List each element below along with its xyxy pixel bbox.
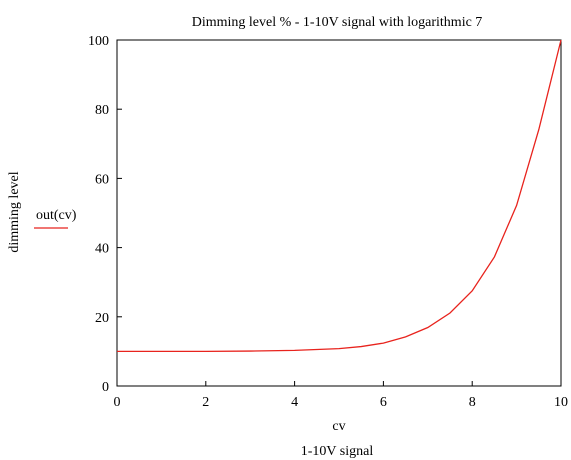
x-tick-label: 6 (380, 395, 387, 410)
y-tick-label: 100 (88, 34, 109, 49)
y-tick-label: 20 (95, 311, 109, 326)
y-tick-label: 80 (95, 103, 109, 118)
y-tick-label: 0 (102, 380, 109, 395)
x-axis: 0 2 4 6 8 10 (114, 381, 568, 410)
legend-label-out-cv: out(cv) (36, 208, 77, 223)
x-axis-secondary-label: 1-10V signal (301, 444, 374, 459)
y-tick-label: 40 (95, 242, 109, 257)
x-tick-label: 8 (469, 395, 476, 410)
x-tick-label: 4 (291, 395, 298, 410)
x-tick-label: 2 (202, 395, 209, 410)
x-tick-label: 10 (554, 395, 568, 410)
x-tick-label: 0 (114, 395, 121, 410)
y-axis: 0 20 40 60 80 100 (88, 34, 122, 395)
out-cv-series-line (117, 39, 562, 353)
y-tick-label: 60 (95, 172, 109, 187)
y-axis-label: dimming level (7, 171, 22, 252)
plot-area-frame (116, 39, 562, 387)
chart-title: Dimming level % - 1-10V signal with loga… (192, 15, 483, 30)
x-axis-label: cv (332, 419, 345, 434)
